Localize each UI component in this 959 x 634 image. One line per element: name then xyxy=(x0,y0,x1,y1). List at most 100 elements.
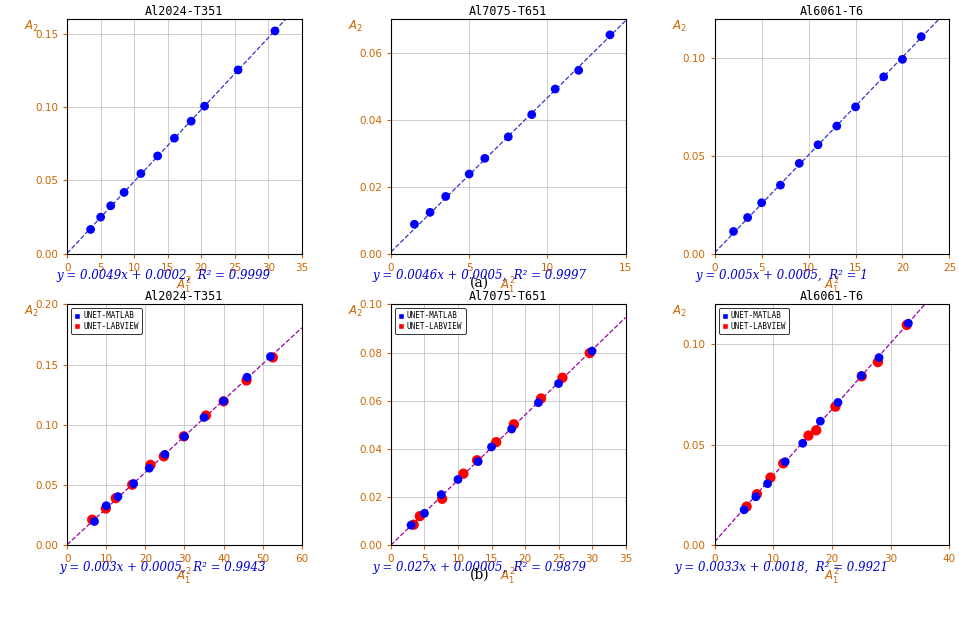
X-axis label: $A_1^2$: $A_1^2$ xyxy=(176,275,193,295)
Point xyxy=(456,469,471,479)
X-axis label: $A_1^2$: $A_1^2$ xyxy=(501,567,516,587)
Point xyxy=(156,451,172,462)
Text: (a): (a) xyxy=(470,276,489,290)
Point xyxy=(828,401,843,411)
Point xyxy=(197,101,212,111)
Legend: UNET-MATLAB, UNET-LABVIEW: UNET-MATLAB, UNET-LABVIEW xyxy=(71,308,142,333)
Y-axis label: $A_2$: $A_2$ xyxy=(348,19,363,34)
Point xyxy=(110,491,126,501)
Point xyxy=(914,32,929,42)
Point xyxy=(167,133,182,143)
Point xyxy=(133,169,149,179)
Point xyxy=(433,489,449,500)
Point xyxy=(773,180,788,190)
Point xyxy=(142,463,157,474)
Text: (b): (b) xyxy=(470,567,489,581)
Title: Al2024-T351: Al2024-T351 xyxy=(145,290,223,303)
Y-axis label: $A_2$: $A_2$ xyxy=(672,19,687,34)
Point xyxy=(199,410,214,420)
Point xyxy=(870,357,885,367)
Point xyxy=(776,458,791,469)
Point xyxy=(795,438,810,448)
X-axis label: $A_1^2$: $A_1^2$ xyxy=(824,567,840,587)
X-axis label: $A_1^2$: $A_1^2$ xyxy=(176,567,193,587)
Point xyxy=(404,520,419,530)
Point xyxy=(84,515,100,525)
Text: y = 0.0046x + 0.0005,  R² = 0.9997: y = 0.0046x + 0.0005, R² = 0.9997 xyxy=(372,269,587,283)
Point xyxy=(778,456,793,467)
Point xyxy=(239,375,254,385)
Point xyxy=(268,26,283,36)
Point xyxy=(808,425,824,436)
Point xyxy=(830,121,845,131)
Point xyxy=(197,412,212,422)
Point xyxy=(582,348,597,358)
Title: Al6061-T6: Al6061-T6 xyxy=(800,290,864,303)
Legend: UNET-MATLAB, UNET-LABVIEW: UNET-MATLAB, UNET-LABVIEW xyxy=(718,308,789,333)
Point xyxy=(434,494,450,504)
Y-axis label: $A_2$: $A_2$ xyxy=(348,304,363,320)
Point xyxy=(754,198,769,208)
Y-axis label: $A_2$: $A_2$ xyxy=(672,304,687,320)
Point xyxy=(176,431,192,441)
Point xyxy=(417,508,433,519)
Point xyxy=(810,139,826,150)
Point xyxy=(488,437,503,447)
Point xyxy=(530,398,546,408)
Point xyxy=(748,492,763,502)
Point xyxy=(265,353,280,363)
Point xyxy=(126,479,141,489)
Point xyxy=(533,393,549,403)
Point xyxy=(183,116,199,126)
Point xyxy=(555,373,571,383)
Point xyxy=(157,450,173,460)
Point xyxy=(240,372,255,382)
Point xyxy=(900,320,915,330)
Point xyxy=(506,419,522,429)
Text: y = 0.0049x + 0.0002,  R² = 0.9999: y = 0.0049x + 0.0002, R² = 0.9999 xyxy=(56,269,270,283)
Text: y = 0.003x + 0.0005,  R² = 0.9943: y = 0.003x + 0.0005, R² = 0.9943 xyxy=(59,561,267,574)
Text: y = 0.005x + 0.0005,  R² = 1: y = 0.005x + 0.0005, R² = 1 xyxy=(695,269,868,283)
Point xyxy=(484,442,500,452)
Point xyxy=(812,416,828,426)
Point xyxy=(501,132,516,142)
Point xyxy=(263,351,278,361)
Title: Al6061-T6: Al6061-T6 xyxy=(800,5,864,18)
Point xyxy=(737,505,752,515)
Point xyxy=(451,474,466,484)
Point xyxy=(740,212,756,223)
Point xyxy=(422,207,437,217)
Point xyxy=(503,424,519,434)
Title: Al2024-T351: Al2024-T351 xyxy=(145,5,223,18)
Point xyxy=(87,517,103,527)
Point xyxy=(876,72,891,82)
Point xyxy=(176,432,192,442)
Point xyxy=(895,55,910,65)
Point xyxy=(93,212,108,222)
Text: y = 0.027x + 0.00005,  R² = 0.9879: y = 0.027x + 0.00005, R² = 0.9879 xyxy=(372,561,587,574)
Point xyxy=(406,520,421,530)
Point xyxy=(901,318,916,328)
Point xyxy=(854,372,870,382)
Point xyxy=(872,353,887,363)
Point xyxy=(98,503,113,514)
Point xyxy=(438,191,454,202)
Point xyxy=(108,493,124,503)
Point xyxy=(854,370,869,380)
Text: y = 0.0033x + 0.0018,  R² = 0.9921: y = 0.0033x + 0.0018, R² = 0.9921 xyxy=(674,561,889,574)
Point xyxy=(216,396,231,406)
Point xyxy=(230,65,246,75)
Point xyxy=(726,226,741,236)
Point xyxy=(548,84,563,94)
Point xyxy=(791,158,807,169)
Point xyxy=(739,501,755,512)
Point xyxy=(801,430,816,441)
Point xyxy=(116,188,131,198)
Title: Al7075-T651: Al7075-T651 xyxy=(469,5,548,18)
Y-axis label: $A_2$: $A_2$ xyxy=(24,304,39,320)
Point xyxy=(471,456,486,467)
Point xyxy=(830,398,846,408)
Title: Al7075-T651: Al7075-T651 xyxy=(469,290,548,303)
Point xyxy=(478,153,493,164)
Point xyxy=(143,460,158,470)
